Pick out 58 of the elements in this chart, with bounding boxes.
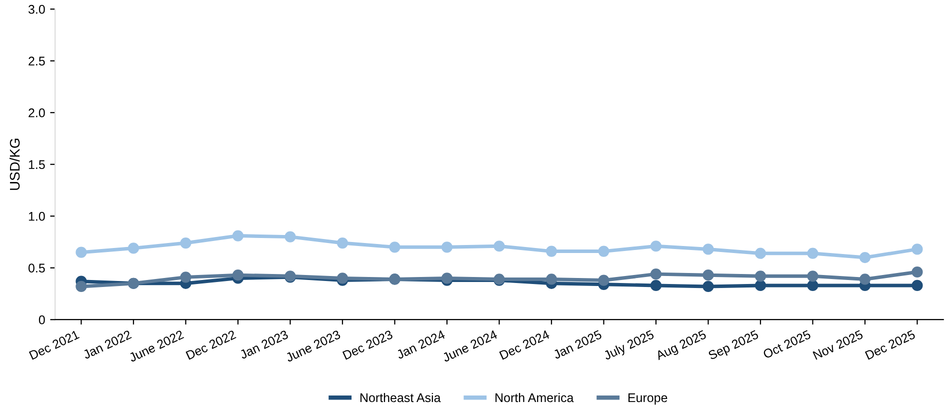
point	[76, 280, 87, 292]
point	[232, 230, 244, 242]
point	[494, 240, 505, 252]
x-tick-label: Dec 2021	[28, 330, 80, 360]
point	[441, 242, 453, 253]
point	[702, 280, 714, 292]
point	[180, 272, 192, 283]
point	[650, 268, 662, 280]
x-tick-label: Nov 2025	[812, 330, 864, 360]
point	[336, 237, 348, 249]
point	[912, 280, 923, 292]
x-tick-label: Jan 2023	[239, 330, 289, 360]
x-tick-label: Jan 2024	[396, 330, 446, 360]
point	[859, 252, 871, 264]
point	[912, 244, 923, 255]
point	[546, 246, 558, 257]
point	[754, 248, 766, 259]
x-tick-label: Oct 2025	[762, 330, 812, 359]
y-tick-label: 2.0	[28, 108, 45, 118]
point	[807, 280, 818, 292]
point	[912, 266, 923, 278]
point	[754, 280, 766, 292]
point	[754, 270, 766, 282]
point	[389, 242, 400, 253]
point	[128, 242, 140, 254]
point	[232, 270, 244, 281]
x-tick-label: Jan 2022	[82, 330, 132, 360]
point	[598, 246, 610, 257]
legend-label: Europe	[628, 393, 668, 405]
point	[807, 270, 818, 282]
y-tick-label: 2.5	[28, 56, 45, 66]
point	[650, 240, 662, 252]
y-tick-label: 3.0	[28, 4, 45, 14]
x-tick-label: Dec 2023	[342, 330, 394, 360]
point	[284, 231, 296, 242]
point	[180, 237, 192, 249]
legend-label: Northeast Asia	[360, 392, 441, 402]
point	[702, 244, 714, 255]
point	[859, 274, 871, 285]
point	[546, 274, 558, 285]
legend-label: North America	[496, 392, 574, 402]
y-tick-label: 0	[38, 315, 45, 324]
x-tick-label: July 2025	[602, 330, 656, 362]
y-axis-title: USD/KG	[10, 138, 20, 190]
point	[598, 274, 610, 286]
x-tick-label: Jan 2025	[552, 330, 602, 360]
x-tick-label: Dec 2022	[186, 330, 236, 360]
x-tick-label: Dec 2025	[864, 330, 916, 360]
x-tick-label: Dec 2024	[499, 330, 550, 360]
point	[650, 280, 662, 292]
point	[702, 270, 714, 281]
y-tick-label: 1.0	[28, 212, 45, 221]
point	[76, 246, 87, 258]
y-tick-label: 1.5	[28, 160, 45, 170]
x-tick-label: Aug 2025	[654, 330, 708, 362]
x-tick-label: Sep 2025	[708, 330, 760, 362]
y-tick-label: 0.5	[28, 264, 45, 273]
point	[807, 248, 818, 259]
